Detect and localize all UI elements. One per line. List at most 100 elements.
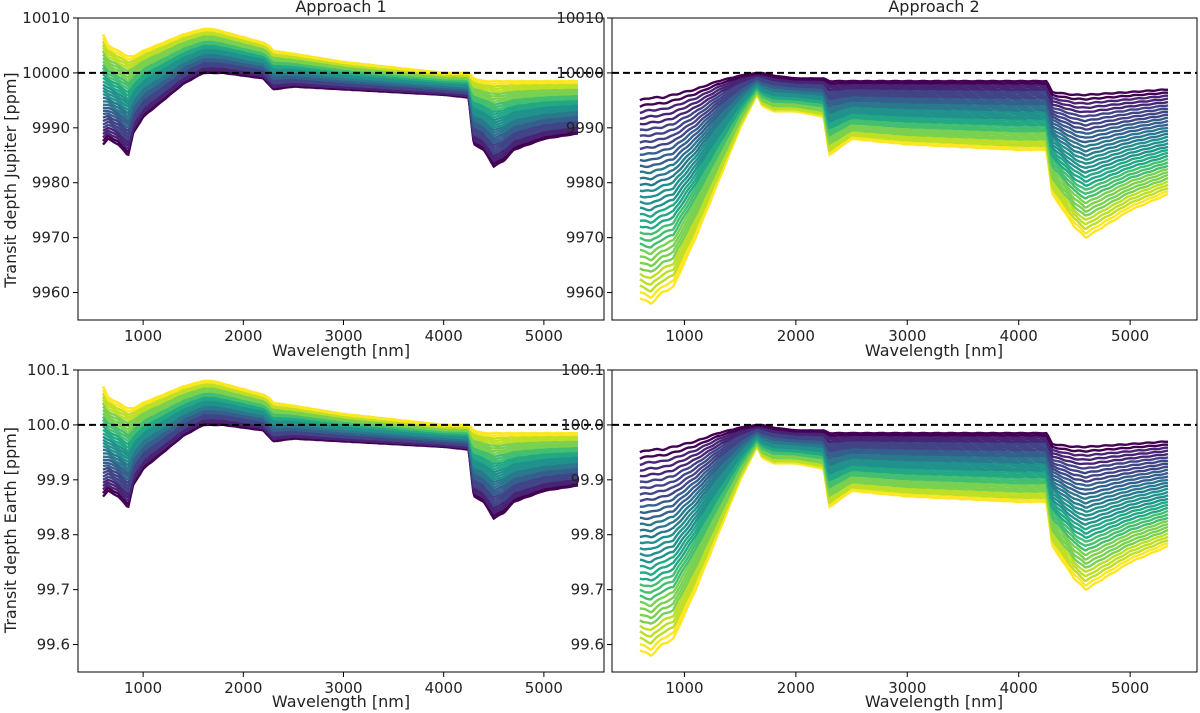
spectrum-series-line [639,73,1169,120]
spectrum-series-line [639,86,1169,230]
y-tick-label: 99.8 [37,526,70,544]
spectrum-series-line [639,423,1168,454]
y-tick-label: 100.1 [561,361,604,379]
spectrum-series-line [639,75,1169,138]
spectrum-series-line [639,433,1169,539]
spectrum-series-line [639,430,1169,509]
x-tick-label: 4000 [425,327,463,345]
axes-frame [611,17,1198,321]
x-tick-label: 2000 [224,327,262,345]
y-tick-label: 9960 [566,284,604,302]
x-tick-label: 2000 [777,327,815,345]
spectrum-series-line [639,73,1168,115]
x-tick-label: 3000 [324,327,362,345]
x-tick-label: 5000 [525,679,563,697]
spectrum-series-line [639,72,1169,108]
x-axis-label: Wavelength [nm] [272,692,410,711]
y-tick-label: 10000 [22,64,70,82]
y-tick-label: 9970 [566,229,604,247]
spectrum-series-line [639,430,1169,515]
spectra-series-group [639,423,1169,657]
panel-approach1-jupiter: Approach 1 Wavelength [nm] Transit depth… [1,0,605,360]
y-tick-label: 99.7 [571,581,604,599]
spectrum-series-line [639,77,1168,151]
x-tick-label: 1000 [665,327,703,345]
y-tick-label: 99.9 [571,471,604,489]
panel-approach2-earth: Wavelength [nm] 1000 2000 3000 4000 5000 99.6… [561,361,1198,711]
spectrum-series-line [639,80,1169,175]
x-tick-label: 1000 [665,679,703,697]
x-axis-label: Wavelength [nm] [865,341,1003,360]
spectra-series-group [101,27,579,169]
spectrum-series-line [639,426,1169,478]
spectrum-series-line [101,27,578,83]
spectrum-series-line [639,428,1168,496]
y-tick-label: 10000 [556,64,604,82]
x-tick-label: 1000 [124,327,162,345]
x-tick-label: 2000 [777,679,815,697]
panel-title: Approach 1 [295,0,386,16]
axes-frame [611,369,1198,673]
spectrum-series-line [639,74,1169,126]
spectrum-series-line [639,78,1169,163]
x-tick-label: 3000 [888,679,926,697]
panel-approach2-jupiter: Approach 2 Wavelength [nm] 1000 2000 3000 4… [556,0,1198,360]
spectrum-series-line [639,81,1169,187]
spectrum-series-line [639,82,1169,193]
spectrum-series-line [639,85,1169,218]
x-tick-label: 5000 [1111,679,1149,697]
spectrum-series-line [639,437,1169,570]
y-axis-label: Transit depth Jupiter [ppm] [1,72,20,288]
y-tick-label: 100.1 [27,361,70,379]
x-tick-label: 1000 [124,679,162,697]
y-tick-label: 9980 [566,174,604,192]
panel-title: Approach 2 [888,0,979,16]
spectrum-series-line [639,431,1169,521]
spectrum-series-line [639,435,1169,557]
x-tick-label: 5000 [1111,327,1149,345]
spectrum-series-line [639,438,1169,582]
spectrum-series-line [639,83,1169,205]
spectrum-series-line [639,79,1169,169]
spectrum-series-line [639,87,1169,236]
y-tick-label: 99.6 [571,636,604,654]
spectrum-series-line [639,427,1169,490]
x-tick-label: 4000 [1000,327,1038,345]
axes-frame [77,369,605,673]
y-tick-label: 100.0 [561,416,604,434]
spectrum-series-line [639,432,1169,527]
spectra-series-group [639,71,1169,305]
y-axis-label: Transit depth Earth [ppm] [1,427,20,634]
spectrum-series-line [639,71,1168,102]
x-tick-label: 3000 [888,327,926,345]
x-tick-label: 5000 [525,327,563,345]
x-tick-label: 2000 [224,679,262,697]
x-axis-label: Wavelength [nm] [272,341,410,360]
y-tick-label: 9980 [32,174,70,192]
spectrum-series-line [639,425,1169,472]
axes-frame [77,17,605,321]
spectrum-series-line [639,76,1168,144]
y-tick-label: 9960 [32,284,70,302]
panel-approach1-earth: Wavelength [nm] Transit depth Earth [ppm… [1,361,605,711]
y-tick-label: 99.7 [37,581,70,599]
spectrum-series-line [639,75,1169,132]
spectrum-series-line [639,85,1169,224]
spectrum-series-line [639,424,1169,460]
spectra-series-group [101,379,579,521]
spectrum-series-line [639,427,1169,484]
y-tick-label: 100.0 [27,416,70,434]
spectrum-series-line [639,82,1169,199]
x-tick-label: 3000 [324,679,362,697]
spectrum-series-line [639,437,1169,576]
spectrum-series-line [639,84,1169,212]
x-tick-label: 4000 [425,679,463,697]
x-axis-label: Wavelength [nm] [865,692,1003,711]
x-tick-label: 4000 [1000,679,1038,697]
spectrum-series-line [639,432,1169,533]
spectrum-series-line [639,425,1168,467]
spectrum-series-line [639,436,1169,564]
y-tick-label: 10010 [22,9,70,27]
y-tick-label: 9970 [32,229,70,247]
